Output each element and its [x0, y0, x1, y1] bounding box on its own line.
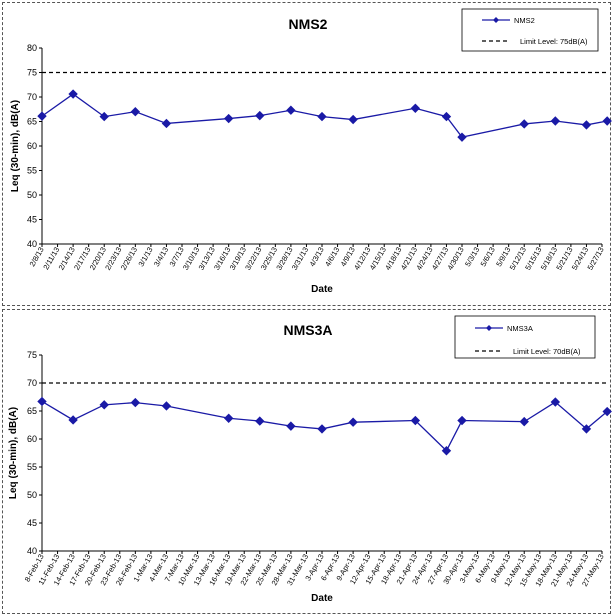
legend: NMS3A Limit Level: 70dB(A): [454, 315, 596, 359]
data-point-marker: [37, 396, 47, 407]
data-point-marker: [410, 103, 421, 113]
data-point-marker: [457, 132, 467, 142]
data-point-marker: [286, 421, 296, 431]
data-point-marker: [255, 416, 265, 426]
y-tick-label: 45: [27, 215, 37, 225]
legend-box: [461, 8, 599, 52]
data-point-marker: [581, 120, 592, 130]
data-point-marker: [161, 118, 172, 129]
data-point-marker: [550, 397, 561, 407]
data-point-marker: [519, 119, 529, 129]
y-tick-label: 50: [27, 190, 37, 200]
x-tick-label: 3/1/13: [136, 246, 154, 269]
x-axis-label: Date: [311, 593, 333, 604]
series-line: [41, 400, 608, 452]
x-axis-label: Date: [311, 284, 333, 295]
y-tick-label: 40: [27, 546, 37, 556]
y-axis-label: Leq (30-min), dB(A): [10, 100, 21, 192]
data-point-marker: [441, 111, 452, 122]
x-tick-label: 4/3/13: [308, 246, 326, 269]
data-point-marker: [68, 415, 78, 425]
y-tick-label: 80: [27, 43, 37, 53]
y-tick-label: 45: [27, 518, 37, 528]
y-tick-label: 60: [27, 141, 37, 151]
data-point-marker: [223, 413, 234, 423]
data-point-marker: [410, 415, 421, 426]
x-tick-label: 5/3/13: [463, 246, 481, 269]
y-axis-label: Leq (30-min), dB(A): [8, 407, 19, 499]
data-point-marker: [317, 111, 327, 122]
data-point-marker: [130, 397, 141, 408]
chart-panel-nms2: [2, 2, 611, 306]
legend-label: NMS2: [514, 16, 535, 25]
data-point-marker: [286, 105, 296, 115]
legend: NMS2 Limit Level: 75dB(A): [461, 8, 599, 52]
legend-series-marker: [486, 325, 492, 331]
y-tick-label: 65: [27, 406, 37, 416]
y-tick-label: 55: [27, 462, 37, 472]
legend-label: Limit Level: 70dB(A): [513, 347, 581, 356]
data-point-marker: [223, 113, 234, 124]
legend-label: Limit Level: 75dB(A): [520, 37, 588, 46]
legend-series-marker: [493, 17, 499, 23]
data-point-marker: [130, 106, 141, 117]
data-point-marker: [550, 116, 561, 126]
y-tick-label: 65: [27, 117, 37, 127]
data-point-marker: [348, 114, 358, 125]
chart-nms3a: NMS3A40455055606570758-Feb-1311-Feb-1314…: [8, 315, 612, 604]
data-point-marker: [37, 111, 47, 121]
data-point-marker: [68, 89, 78, 99]
data-point-marker: [441, 446, 452, 456]
x-tick-label: 4/6/13: [323, 246, 341, 269]
data-point-marker: [161, 401, 172, 411]
chart-title: NMS2: [289, 16, 328, 32]
x-tick-label: 3/4/13: [152, 246, 170, 269]
data-point-marker: [99, 400, 109, 410]
y-tick-label: 75: [27, 350, 37, 360]
x-tick-label: 5/6/13: [479, 245, 497, 268]
y-tick-label: 70: [27, 378, 37, 388]
data-point-marker: [602, 406, 612, 417]
data-point-marker: [99, 111, 109, 122]
chart-panel-nms3a: [2, 309, 611, 614]
data-point-marker: [255, 110, 265, 121]
y-tick-label: 75: [27, 68, 37, 78]
data-point-marker: [602, 116, 612, 126]
chart-nms2: NMS24045505560657075802/8/132/11/132/14/…: [10, 8, 612, 295]
legend-label: NMS3A: [507, 324, 533, 333]
data-point-marker: [317, 424, 327, 434]
data-point-marker: [519, 416, 529, 427]
y-tick-label: 55: [27, 166, 37, 176]
y-tick-label: 70: [27, 92, 37, 102]
data-point-marker: [457, 415, 467, 426]
y-tick-label: 50: [27, 490, 37, 500]
data-point-marker: [348, 417, 358, 427]
y-tick-label: 40: [27, 239, 37, 249]
chart-title: NMS3A: [283, 322, 332, 338]
y-tick-label: 60: [27, 434, 37, 444]
data-point-marker: [581, 424, 592, 434]
